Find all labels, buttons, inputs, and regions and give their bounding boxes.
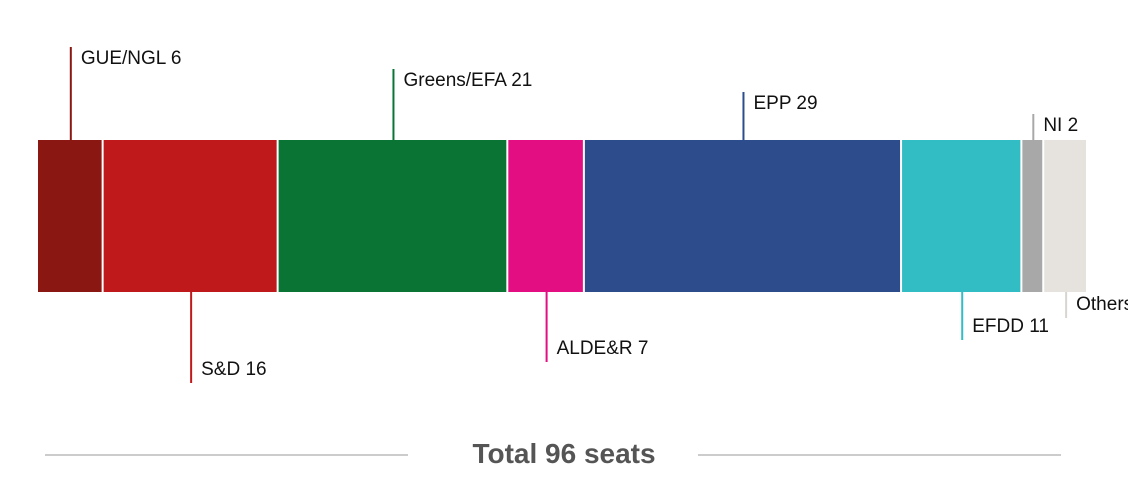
segment-ni	[1044, 140, 1086, 292]
label-efdd: EFDD 11	[972, 316, 1049, 337]
total-seats-label: Total 96 seats	[472, 438, 656, 469]
total-rule-left	[45, 454, 408, 456]
label-greens-efa: Greens/EFA 21	[403, 70, 532, 91]
total-rule-right	[698, 454, 1061, 456]
segment-epp	[584, 140, 901, 292]
segment-gue-ngl	[38, 140, 102, 292]
labels-group: GUE/NGL 6 S&D 16 Greens/EFA 21 ALDE&R 7 EPP …	[81, 48, 1128, 380]
label-ni: Others 4	[1076, 294, 1128, 315]
total-section: Total 96 seats	[0, 432, 1128, 478]
label-gue-ngl: GUE/NGL 6	[81, 48, 182, 69]
segment-greens-efa	[278, 140, 507, 292]
segments-group	[38, 140, 1086, 292]
leader-lines-group	[69, 47, 1068, 383]
label-epp: EPP 29	[753, 93, 817, 114]
segment-sandd	[103, 140, 277, 292]
label-sandd: S&D 16	[201, 359, 266, 380]
segment-others	[1022, 140, 1043, 292]
segment-aldeandr	[508, 140, 583, 292]
label-others: NI 2	[1043, 115, 1078, 136]
seat-chart: GUE/NGL 6 S&D 16 Greens/EFA 21 ALDE&R 7 EPP …	[38, 47, 1128, 383]
segment-efdd	[902, 140, 1021, 292]
label-aldeandr: ALDE&R 7	[557, 338, 649, 359]
